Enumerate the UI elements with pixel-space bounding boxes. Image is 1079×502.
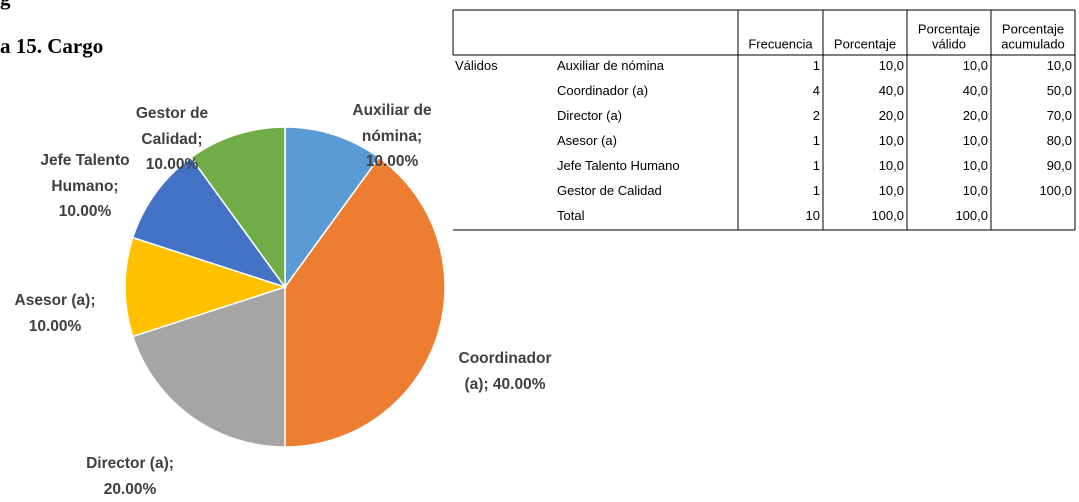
heading-fragment: g xyxy=(0,0,11,11)
cell-value: 1 xyxy=(813,183,820,198)
cell-value: 100,0 xyxy=(1039,183,1072,198)
row-label: Auxiliar de nómina xyxy=(557,58,665,73)
column-header: Porcentaje xyxy=(1002,21,1064,36)
column-header: Porcentaje xyxy=(918,21,980,36)
cell-value: 20,0 xyxy=(879,108,904,123)
cell-value: 100,0 xyxy=(955,208,988,223)
row-label: Coordinador (a) xyxy=(557,83,648,98)
column-header: válido xyxy=(932,36,966,51)
data-label: Asesor (a); 10.00% xyxy=(14,292,96,335)
cell-value: 100,0 xyxy=(871,208,904,223)
cell-value: 40,0 xyxy=(879,83,904,98)
cell-value: 10,0 xyxy=(963,158,988,173)
data-label: Coordinador (a); 40.00% xyxy=(458,350,552,393)
cell-value: 1 xyxy=(813,58,820,73)
cell-value: 10,0 xyxy=(963,58,988,73)
column-header: acumulado xyxy=(1001,36,1065,51)
cell-value: 10,0 xyxy=(963,183,988,198)
pie-slice xyxy=(124,236,288,338)
cell-value: 80,0 xyxy=(1047,133,1072,148)
cell-value: 90,0 xyxy=(1047,158,1072,173)
cell-value: 4 xyxy=(813,83,820,98)
pie-slice xyxy=(131,285,286,448)
pie-slice xyxy=(284,156,446,448)
data-label: Auxiliar de nómina; 10.00% xyxy=(352,102,432,170)
data-label: Director (a); 20.00% xyxy=(86,455,174,498)
cell-value: 70,0 xyxy=(1047,108,1072,123)
row-label: Asesor (a) xyxy=(557,133,617,148)
column-header: Frecuencia xyxy=(748,36,813,51)
cell-value: 10,0 xyxy=(879,183,904,198)
cell-value: 10,0 xyxy=(1047,58,1072,73)
cell-value: 10,0 xyxy=(879,133,904,148)
column-header: Porcentaje xyxy=(834,36,896,51)
row-group: Válidos xyxy=(455,58,498,73)
cell-value: 1 xyxy=(813,133,820,148)
cell-value: 1 xyxy=(813,158,820,173)
pie-slice xyxy=(131,156,287,289)
row-label: Jefe Talento Humano xyxy=(557,158,680,173)
row-label: Total xyxy=(557,208,585,223)
cell-value: 20,0 xyxy=(963,108,988,123)
cell-value: 50,0 xyxy=(1047,83,1072,98)
row-label: Director (a) xyxy=(557,108,622,123)
cell-value: 10,0 xyxy=(879,58,904,73)
cell-value: 2 xyxy=(813,108,820,123)
cell-value: 10 xyxy=(806,208,820,223)
cell-value: 10,0 xyxy=(879,158,904,173)
cell-value: 10,0 xyxy=(963,133,988,148)
heading: a 15. Cargo xyxy=(0,34,104,58)
data-label: Jefe Talento Humano; 10.00% xyxy=(40,152,130,220)
pie-slice xyxy=(284,126,381,290)
pie-slice xyxy=(189,126,286,290)
data-label: Gestor de Calidad; 10.00% xyxy=(135,105,209,173)
cell-value: 40,0 xyxy=(963,83,988,98)
row-label: Gestor de Calidad xyxy=(557,183,662,198)
